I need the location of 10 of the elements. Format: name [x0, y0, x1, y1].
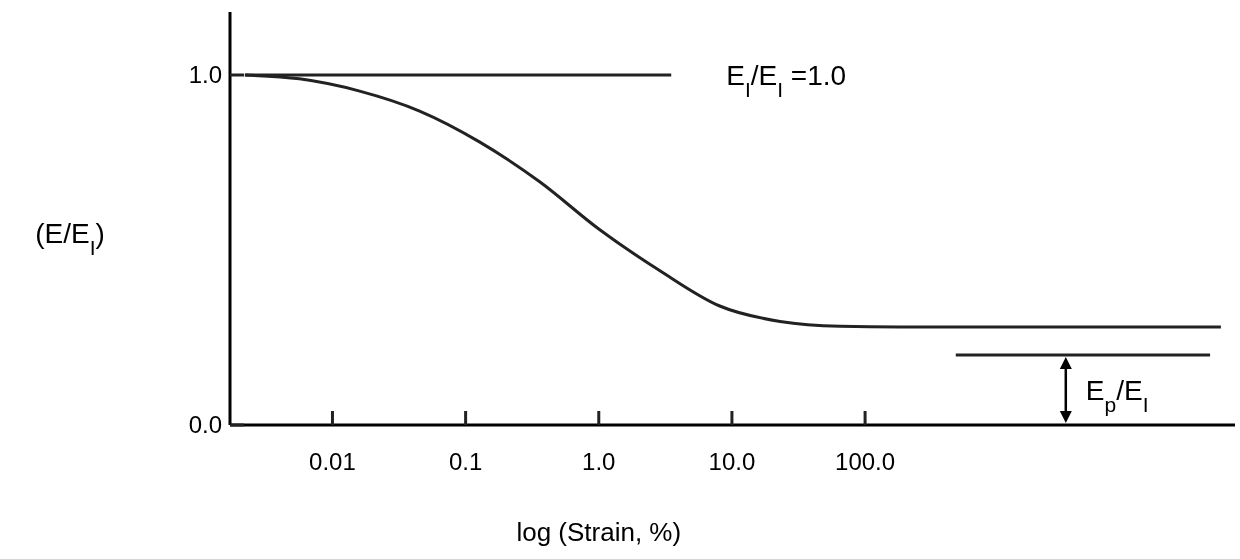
x-tick-label: 0.1	[448, 448, 483, 475]
x-axis-title: log (Strain, %)	[516, 517, 682, 547]
y-tick-label: 0.0	[188, 411, 222, 438]
x-tick-label: 100.0	[835, 448, 896, 475]
annotation: E$_{p}$/E$_{I}$	[1085, 375, 1149, 416]
x-tick-label: 0.01	[309, 448, 356, 475]
x-tick-label: 10.0	[708, 448, 756, 475]
annotation: E$_{I}$/E$_{I}$ =1.0	[726, 60, 847, 101]
x-tick-label: 1.0	[582, 448, 616, 475]
y-axis-title: (E/E$_{I}$)	[35, 217, 105, 258]
